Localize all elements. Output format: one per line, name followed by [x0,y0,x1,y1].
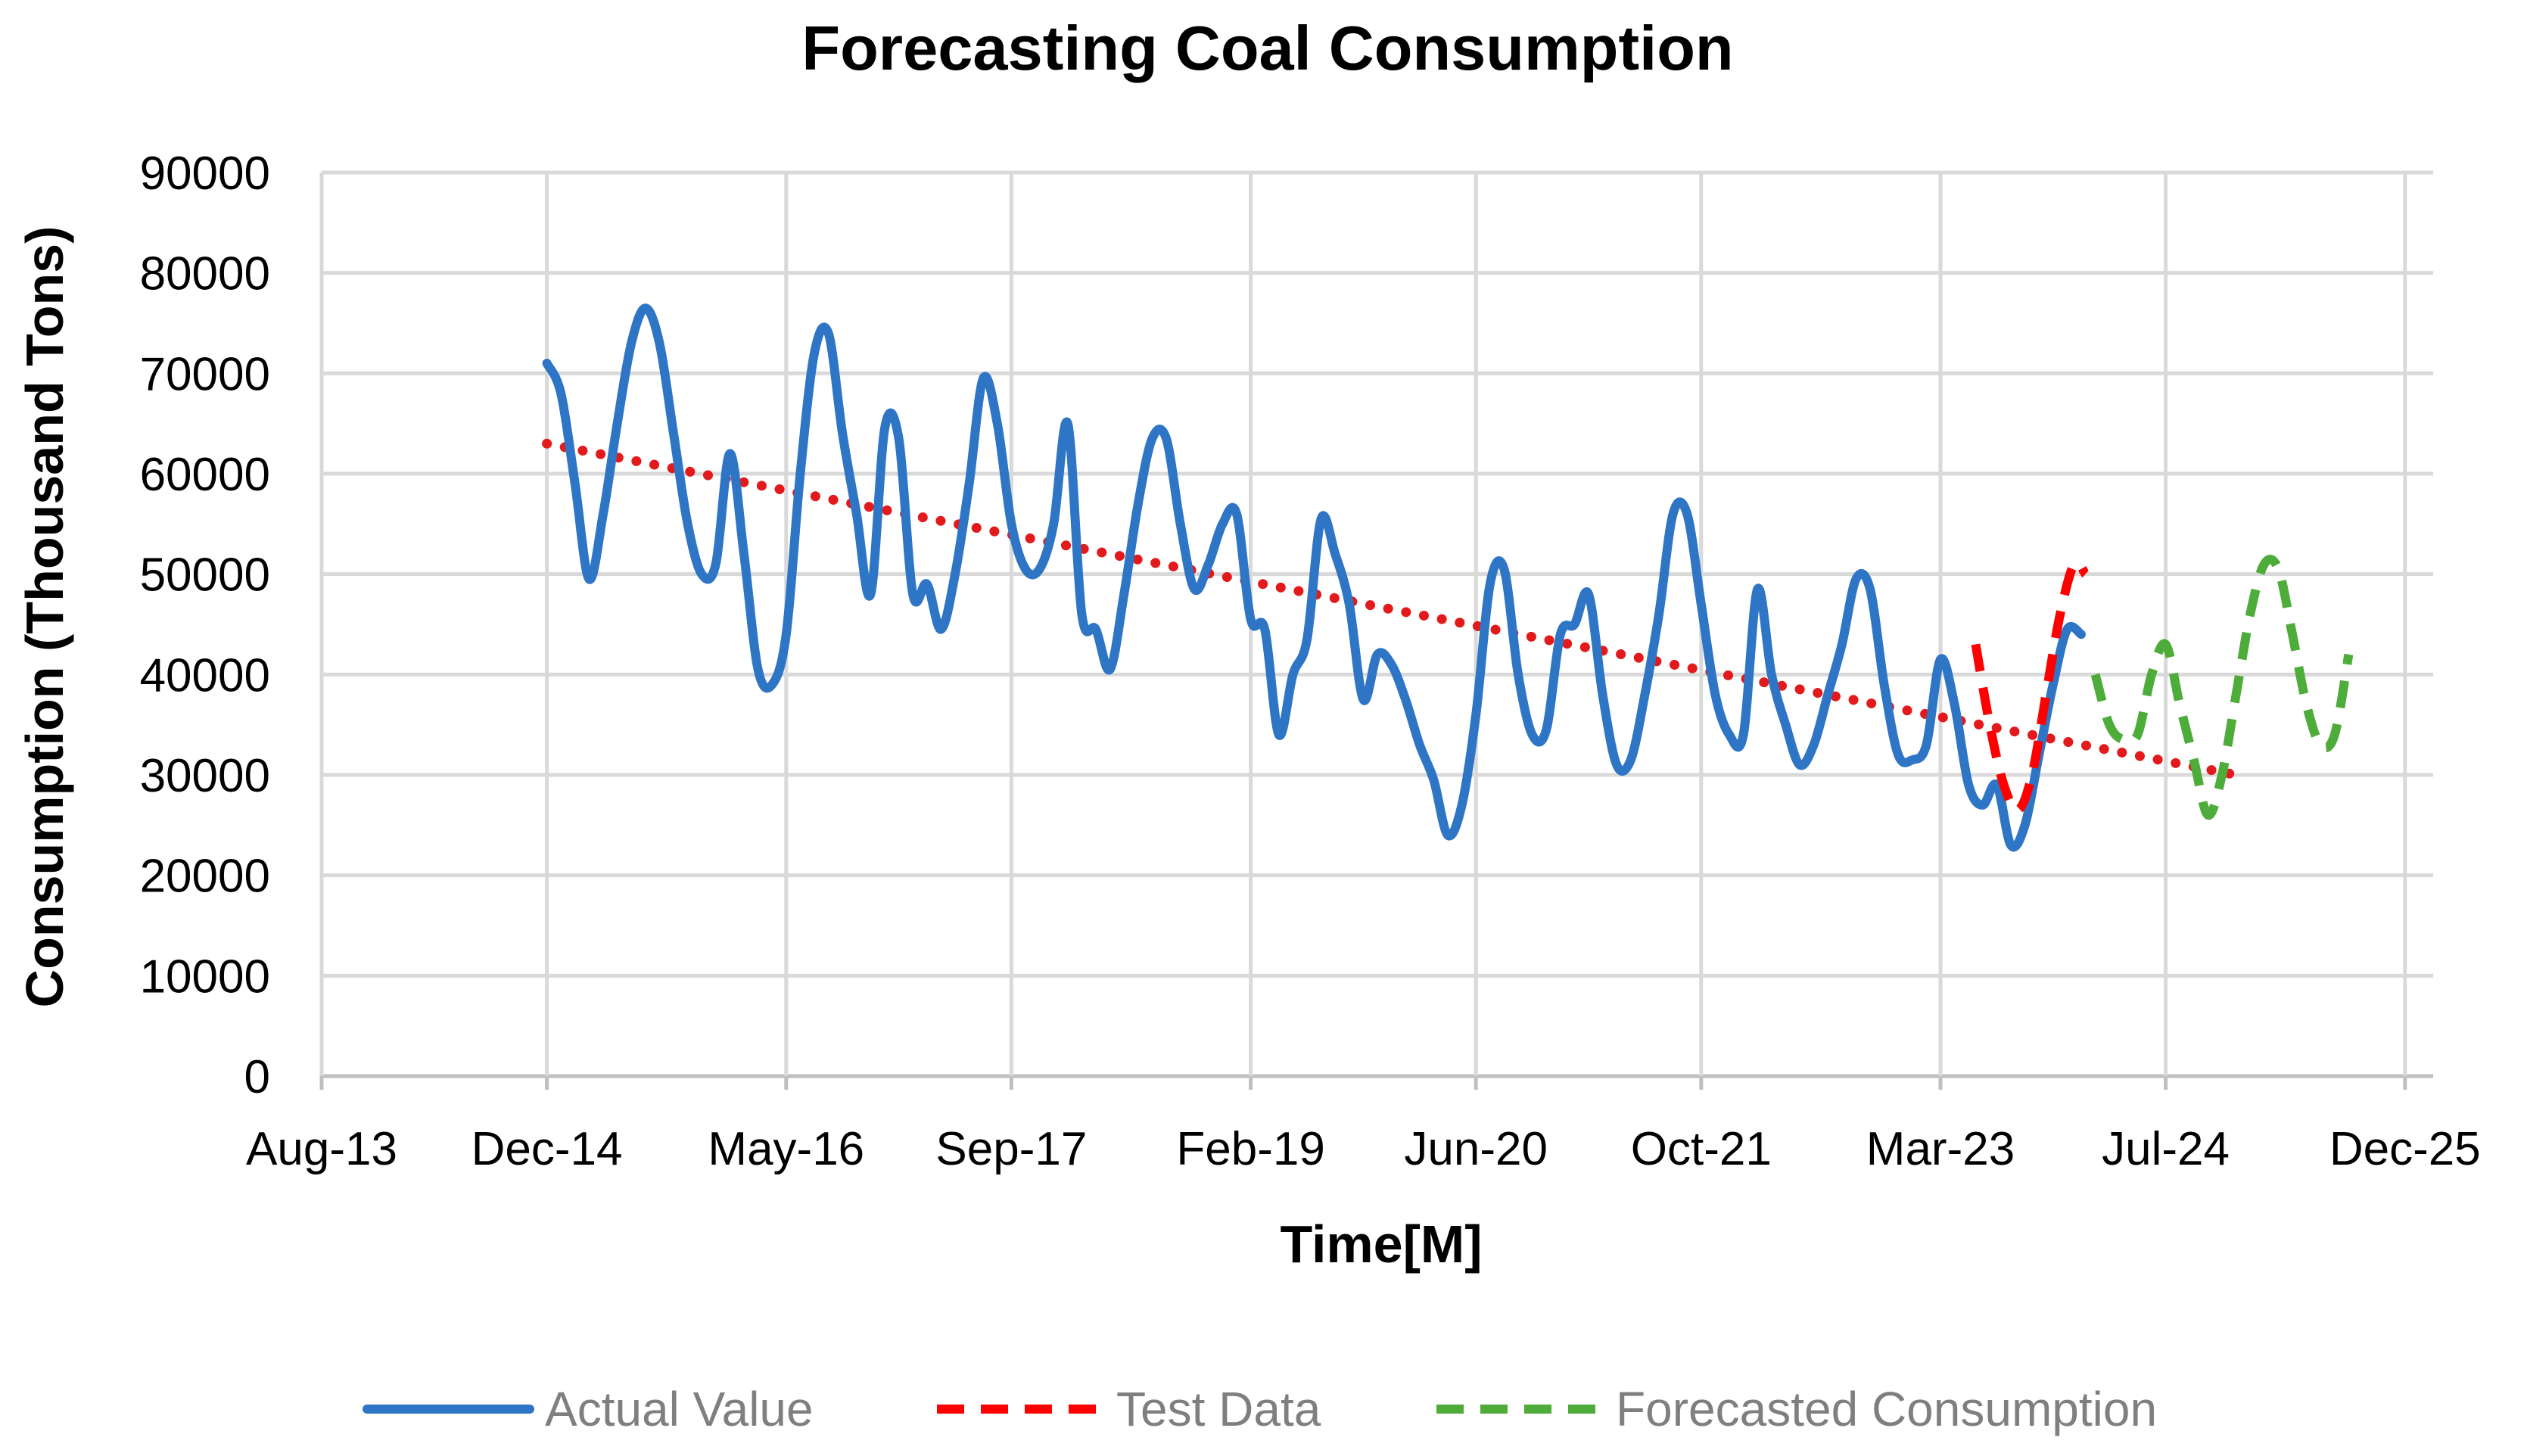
legend-label-test-data: Test Data [1116,1382,1321,1436]
x-tick-label: Dec-25 [2329,1123,2481,1175]
x-axis-title: Time[M] [1280,1215,1482,1274]
x-tick-label: Aug-13 [246,1123,397,1175]
tick-labels: 0 10000 20000 30000 40000 50000 60000 70000 8000… [140,148,2481,1175]
y-tick-label: 80000 [140,248,270,300]
y-tick-label: 20000 [140,851,270,903]
series-line-forecasted-consumption [2090,555,2354,820]
x-tick-label: Jun-20 [1404,1123,1548,1175]
series-line-linear-trend [542,438,2242,780]
y-tick-label: 90000 [140,148,270,200]
x-tick-label: Feb-19 [1176,1123,1324,1175]
legend-label-actual-value: Actual Value [545,1382,814,1436]
x-tick-label: May-16 [708,1123,864,1175]
y-tick-label: 50000 [140,549,270,602]
y-axis-title: Consumption (Thousand Tons) [15,226,74,1008]
series-line-actual-value [542,303,2086,852]
y-tick-label: 40000 [140,649,270,702]
y-tick-label: 30000 [140,750,270,802]
y-tick-label: 70000 [140,348,270,400]
y-tick-label: 60000 [140,449,270,501]
grid [319,170,2433,1090]
legend-label-forecasted-consumption: Forecasted Consumption [1616,1382,2157,1436]
chart-title: Forecasting Coal Consumption [801,13,1733,83]
x-tick-label: Dec-14 [471,1123,623,1175]
plot-area [542,303,2354,852]
x-tick-label: Oct-21 [1631,1123,1772,1175]
x-tick-label: Sep-17 [935,1123,1087,1175]
x-tick-label: Jul-24 [2102,1123,2230,1175]
legend: Actual Value Test Data Forecasted Consumpt… [363,1382,2157,1436]
y-tick-label: 10000 [140,950,270,1003]
series-line-test-data [1971,558,2090,815]
x-tick-label: Mar-23 [1866,1123,2015,1175]
y-tick-label: 0 [244,1051,270,1103]
